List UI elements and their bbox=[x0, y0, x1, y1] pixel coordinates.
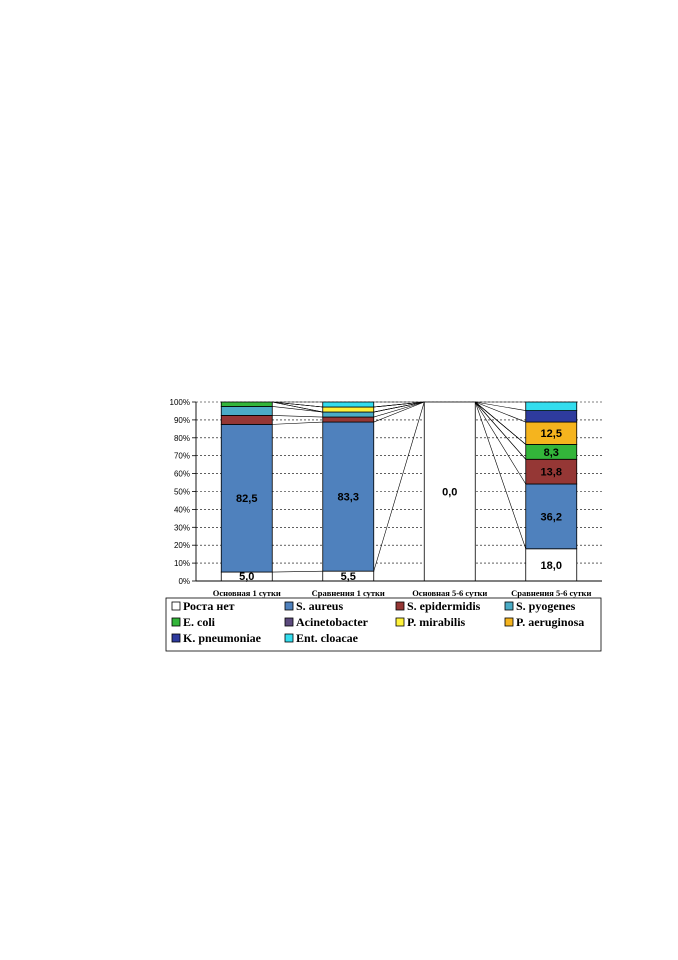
legend-box bbox=[165, 597, 602, 652]
data-label: 5,0 bbox=[239, 571, 254, 583]
legend-entry: Роста нет bbox=[183, 599, 235, 613]
legend-swatch bbox=[171, 633, 181, 643]
legend-swatch bbox=[171, 601, 181, 611]
bar-segment bbox=[525, 401, 578, 411]
bars bbox=[220, 401, 578, 582]
series-line bbox=[475, 401, 526, 445]
y-tick-label: 0% bbox=[178, 577, 190, 586]
bar-segment bbox=[322, 411, 375, 418]
data-label: 8,3 bbox=[544, 447, 559, 459]
legend-entry: P. mirabilis bbox=[407, 615, 466, 629]
y-tick-label: 90% bbox=[174, 416, 190, 425]
bar-segment bbox=[525, 548, 578, 582]
x-tick-label: Основная 5-6 сутки bbox=[412, 588, 487, 598]
x-tick-label: Сравнения 5-6 сутки bbox=[511, 588, 591, 598]
series-line bbox=[272, 401, 323, 413]
series-line bbox=[272, 570, 323, 573]
data-labels: 5,0 82,5 5,5 83,3 0,0 18,0 36,2 13,8 8,3 12,5 bbox=[236, 428, 562, 583]
y-tick-label: 60% bbox=[174, 470, 190, 479]
y-tick-label: 70% bbox=[174, 452, 190, 461]
data-label: 82,5 bbox=[236, 493, 257, 505]
legend-swatch bbox=[395, 601, 405, 611]
series-line bbox=[373, 401, 425, 423]
legend-entry: S. pyogenes bbox=[516, 599, 576, 613]
series-line bbox=[373, 401, 425, 408]
series-line bbox=[475, 401, 526, 460]
y-tick-label: 80% bbox=[174, 434, 190, 443]
bar-segment bbox=[220, 415, 273, 425]
data-label: 18,0 bbox=[541, 560, 562, 572]
legend-entry: Acinetobacter bbox=[296, 615, 369, 629]
series-line bbox=[474, 401, 527, 485]
y-tick-label: 100% bbox=[170, 398, 190, 407]
axes: 0% 10% 20% 30% 40% 50% 60% 70% 80% 90% 100% Основна… bbox=[170, 398, 602, 598]
series-line bbox=[475, 401, 526, 411]
legend-swatch bbox=[284, 633, 294, 643]
legend-swatch bbox=[504, 617, 514, 627]
series-line bbox=[272, 406, 323, 413]
series-line bbox=[373, 401, 425, 418]
y-tick-label: 50% bbox=[174, 488, 190, 497]
legend-entry: S. aureus bbox=[296, 599, 343, 613]
legend-entry: E. coli bbox=[183, 615, 216, 629]
legend-entry: S. epidermidis bbox=[407, 599, 481, 613]
legend-swatch bbox=[395, 617, 405, 627]
bar-segment bbox=[322, 401, 375, 408]
y-tick-label: 10% bbox=[174, 559, 190, 568]
legend-entry: K. pneumoniae bbox=[183, 631, 262, 645]
legend-swatch bbox=[504, 601, 514, 611]
legend-entry: P. aeruginosa bbox=[516, 615, 584, 629]
legend-entry: Ent. cloacae bbox=[296, 631, 359, 645]
series-connector-lines bbox=[272, 401, 527, 573]
bar-segment bbox=[322, 421, 375, 572]
data-label: 83,3 bbox=[338, 492, 359, 504]
series-line bbox=[272, 421, 323, 425]
series-line bbox=[475, 401, 526, 423]
bar-segment bbox=[322, 406, 375, 413]
legend-swatch bbox=[284, 601, 294, 611]
legend: Роста нет S. aureus S. epidermidis S. pyoge… bbox=[165, 597, 602, 652]
bar-segment bbox=[322, 416, 375, 423]
y-tick-label: 20% bbox=[174, 541, 190, 550]
bar-segment bbox=[525, 410, 578, 423]
series-line bbox=[373, 401, 425, 572]
x-tick-label: Основная 1 сутки bbox=[213, 588, 281, 598]
data-label: 12,5 bbox=[541, 428, 562, 440]
bar-segment bbox=[525, 483, 578, 550]
bar-segment bbox=[423, 401, 476, 582]
series-line bbox=[474, 401, 527, 549]
bar-segment bbox=[220, 406, 273, 416]
y-tick-label: 40% bbox=[174, 505, 190, 514]
legend-swatch bbox=[171, 617, 181, 627]
bar-segment bbox=[220, 401, 273, 407]
data-label: 13,8 bbox=[541, 467, 562, 479]
data-label: 5,5 bbox=[341, 571, 356, 583]
series-line bbox=[272, 401, 323, 408]
data-label: 36,2 bbox=[541, 511, 562, 523]
x-tick-label: Сравнения 1 сутки bbox=[312, 588, 385, 598]
series-line bbox=[272, 415, 323, 418]
legend-swatch bbox=[284, 617, 294, 627]
bar-segment bbox=[220, 423, 273, 573]
series-line bbox=[373, 401, 425, 413]
y-tick-label: 30% bbox=[174, 523, 190, 532]
data-label: 0,0 bbox=[442, 487, 457, 499]
